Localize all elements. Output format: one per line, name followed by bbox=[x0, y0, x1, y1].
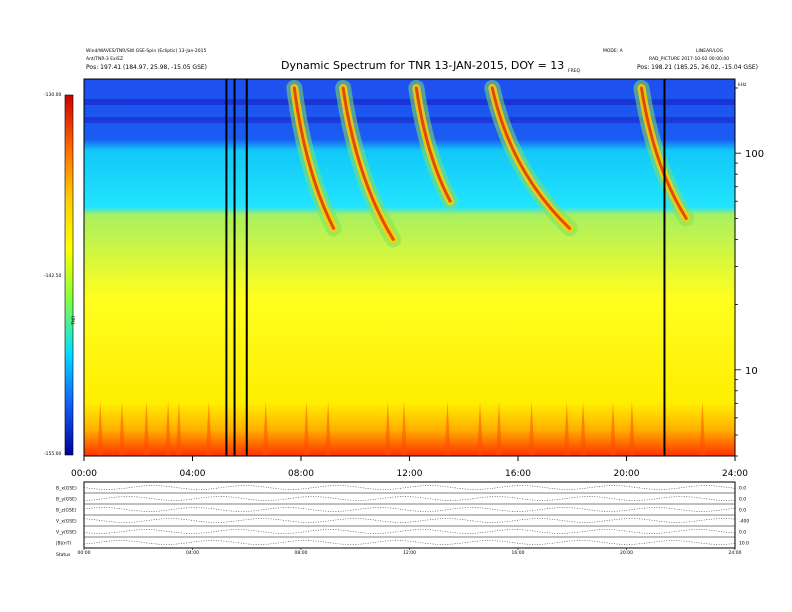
bottom-row-label: V_y(GSE) bbox=[56, 530, 77, 536]
low-frequency-spike bbox=[262, 401, 269, 456]
colorbar-gradient bbox=[64, 94, 74, 456]
low-frequency-spike bbox=[143, 401, 150, 456]
data-gap-line bbox=[225, 79, 228, 456]
data-gap-line bbox=[663, 79, 666, 456]
radio-burst-core bbox=[414, 86, 452, 203]
bottom-row-label: |B|(nT) bbox=[56, 541, 71, 547]
header-right-pos: Pos: 198.21 (185.25, 26.02, -15.04 GSE) bbox=[637, 64, 759, 71]
bottom-row-value: 10.0 bbox=[739, 541, 749, 547]
spectrum-band bbox=[84, 99, 735, 105]
low-frequency-spike bbox=[628, 401, 635, 456]
y-axis-right: 100 10 bbox=[735, 87, 764, 457]
bottom-row-value: -400 bbox=[739, 519, 749, 525]
bottom-row-label: B_y(GSE) bbox=[56, 497, 77, 503]
colorbar-tick-top: -130.00 bbox=[44, 93, 62, 98]
radio-burst-core bbox=[639, 86, 688, 220]
x-axis: 00:00 04:00 08:00 12:00 16:00 20:00 24:00 bbox=[71, 456, 748, 479]
x-tick-label: 00:00 bbox=[71, 469, 97, 479]
low-frequency-spike bbox=[165, 401, 172, 456]
chart-title: Dynamic Spectrum for TNR 13-JAN-2015, DO… bbox=[281, 59, 565, 72]
y-tick-label: 10 bbox=[745, 366, 758, 377]
low-frequency-spike bbox=[175, 401, 182, 456]
header-left-pos: Pos: 197.41 (184.97, 25.98, -15.05 GSE) bbox=[86, 64, 208, 71]
header-mid-label: FREQ bbox=[568, 69, 581, 74]
radio-burst-core bbox=[341, 86, 395, 241]
x-tick-label: 04:00 bbox=[180, 469, 206, 479]
spectrum-background bbox=[84, 79, 735, 456]
colorbar-tick-bottom: -155.00 bbox=[44, 452, 62, 457]
bottom-x-tick-label: 16:00 bbox=[512, 550, 525, 556]
bottom-panel: B_x(GSE) 0.0 B_y(GSE) 0.0 B_z(GSE) 0.0 V_x(GSE… bbox=[56, 481, 749, 556]
bottom-x-tick-label: 00:00 bbox=[78, 550, 91, 556]
low-frequency-spike bbox=[401, 401, 408, 456]
low-frequency-spike bbox=[444, 401, 451, 456]
low-frequency-spike bbox=[303, 401, 310, 456]
colorbar-tick-mid: -142.50 bbox=[44, 274, 62, 279]
bottom-panel-footer-label: Status bbox=[56, 553, 71, 558]
bottom-row-value: 0.0 bbox=[739, 508, 746, 514]
low-frequency-spike bbox=[580, 401, 587, 456]
bottom-row-value: 0.0 bbox=[739, 486, 746, 492]
low-frequency-spike bbox=[528, 401, 535, 456]
bottom-row-label: B_z(GSE) bbox=[56, 508, 77, 514]
bottom-x-tick-label: 12:00 bbox=[403, 550, 416, 556]
low-frequency-spike bbox=[609, 401, 616, 456]
x-tick-label: 24:00 bbox=[722, 469, 748, 479]
x-tick-label: 16:00 bbox=[505, 469, 531, 479]
low-frequency-spike bbox=[384, 401, 391, 456]
header-right-line2: RAD_PICTURE 2017-10-02 00:00:00 bbox=[649, 57, 730, 62]
bottom-x-tick-label: 08:00 bbox=[295, 550, 308, 556]
x-tick-label: 08:00 bbox=[288, 469, 314, 479]
low-frequency-spike bbox=[325, 401, 332, 456]
low-frequency-spike bbox=[205, 401, 212, 456]
radio-burst-core bbox=[292, 86, 336, 230]
data-gap-line bbox=[245, 79, 248, 456]
low-frequency-spike bbox=[118, 401, 125, 456]
low-frequency-spike bbox=[97, 401, 104, 456]
bottom-row-label: V_x(GSE) bbox=[56, 519, 77, 525]
bottom-row-trace bbox=[83, 540, 736, 545]
bottom-x-tick-label: 20:00 bbox=[620, 550, 633, 556]
colorbar bbox=[64, 94, 74, 456]
low-frequency-spike bbox=[563, 401, 570, 456]
bottom-x-tick-label: 24:00 bbox=[729, 550, 742, 556]
spectrum-plot-area bbox=[84, 79, 735, 456]
x-tick-label: 12:00 bbox=[397, 469, 423, 479]
header-right-scale: LINEAR/LOG bbox=[696, 49, 724, 54]
bottom-row-value: 0.0 bbox=[739, 530, 746, 536]
low-frequency-spike bbox=[496, 401, 503, 456]
bottom-x-tick-label: 04:00 bbox=[186, 550, 199, 556]
x-tick-label: 20:00 bbox=[614, 469, 640, 479]
data-gap-line bbox=[233, 79, 236, 456]
colorbar-label: TNR bbox=[72, 315, 77, 325]
low-frequency-spike bbox=[699, 401, 706, 456]
spectrum-band bbox=[84, 117, 735, 123]
header-left-line2: Ant/TNR-3 Ex/EZ bbox=[86, 57, 124, 62]
bottom-row-label: B_x(GSE) bbox=[56, 486, 77, 492]
bottom-row-value: 0.0 bbox=[739, 497, 746, 503]
header-left-line1: Wind/WAVES/TNR/SW GSE-Spin (Ecliptic) 13… bbox=[86, 49, 207, 54]
radio-burst-core bbox=[490, 86, 572, 230]
y-tick-label: 100 bbox=[745, 149, 764, 160]
low-frequency-spike bbox=[477, 401, 484, 456]
header-right-mode: MODE: A bbox=[603, 49, 623, 54]
y-axis-unit: kHz bbox=[738, 83, 747, 88]
